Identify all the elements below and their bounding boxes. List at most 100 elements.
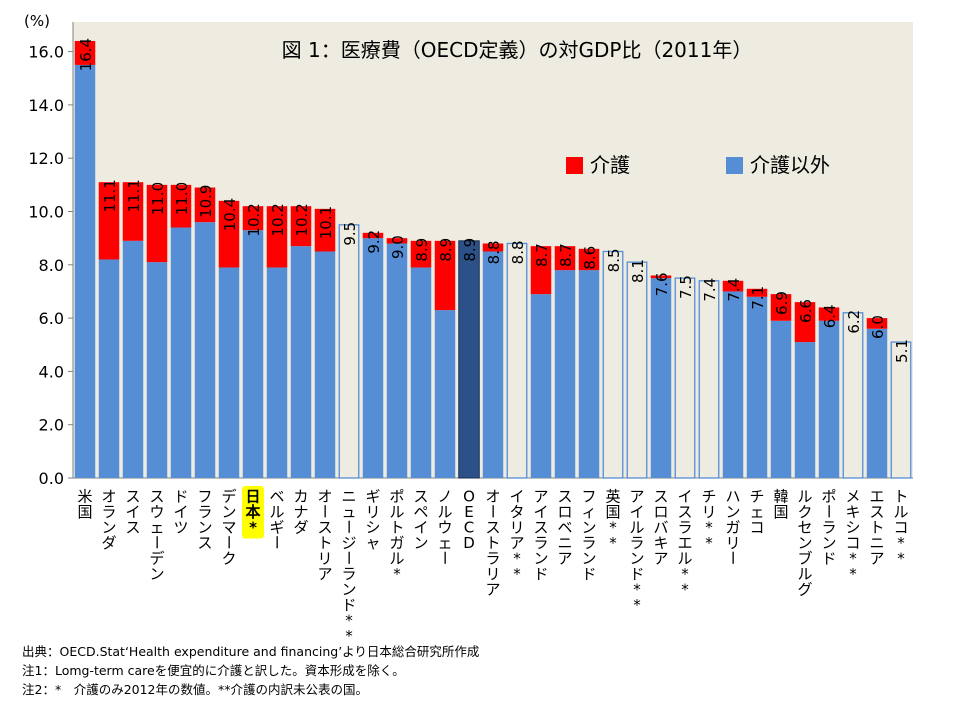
x-label-char: ジ xyxy=(341,534,356,552)
bar-total-only xyxy=(506,242,528,479)
value-label: 10.1 xyxy=(317,206,335,239)
bar-nursing xyxy=(386,238,408,244)
x-label-char: ト xyxy=(389,518,404,536)
footnote-source: 出典：OECD.Stat‘Health expenditure and fina… xyxy=(22,644,480,659)
x-label-char: エ xyxy=(869,487,884,505)
x-label-char: ノ xyxy=(437,487,452,505)
legend-label-non-nursing: 介護以外 xyxy=(750,153,830,177)
x-label-char: ン xyxy=(725,503,740,521)
x-label-char: オ xyxy=(485,487,500,505)
bar-nursing xyxy=(170,184,192,228)
bar-non-nursing xyxy=(530,294,552,478)
bar-nursing xyxy=(482,243,504,252)
x-label-char: ィ xyxy=(581,503,596,521)
bar-non-nursing xyxy=(650,278,672,478)
x-label-char: ア xyxy=(629,487,644,505)
x-label-char: リ xyxy=(509,518,524,536)
value-label: 9.2 xyxy=(365,230,383,254)
x-category-label: 米国 xyxy=(77,487,92,521)
x-label-char: * xyxy=(681,565,689,583)
value-label: 5.1 xyxy=(893,339,911,363)
x-category-label: 韓国 xyxy=(773,487,788,521)
value-label: 11.1 xyxy=(125,179,143,212)
x-label-char: ニ xyxy=(869,534,884,552)
x-label-char: イ xyxy=(677,487,692,505)
x-label-char: ド xyxy=(173,487,188,505)
bar-non-nursing xyxy=(818,320,840,478)
x-label-char: * xyxy=(249,518,257,536)
x-label-char: ベ xyxy=(269,487,284,505)
x-label-char: ー xyxy=(724,550,742,565)
y-unit-label: (%) xyxy=(24,12,50,30)
bar-non-nursing xyxy=(74,64,96,479)
x-label-char: ラ xyxy=(341,565,356,583)
x-label-char: ポ xyxy=(389,487,404,505)
x-label-char: 日 xyxy=(245,487,260,505)
x-label-char: ド xyxy=(533,565,548,583)
bar-nursing xyxy=(362,232,384,239)
value-label: 11.1 xyxy=(101,179,119,212)
x-label-char: ン xyxy=(197,518,212,536)
x-category-label: ドイツ xyxy=(173,487,188,536)
x-label-char: ス xyxy=(869,503,884,521)
x-label-char: 英 xyxy=(605,487,620,505)
x-category-label: 日本* xyxy=(245,487,260,536)
bar-nursing xyxy=(266,206,288,268)
x-label-char: ラ xyxy=(821,518,836,536)
value-label: 6.4 xyxy=(821,304,839,328)
x-label-char: ア xyxy=(653,549,668,567)
x-label-char: ー xyxy=(316,504,334,519)
x-label-char: ス xyxy=(197,534,212,552)
x-label-char: ル xyxy=(389,549,404,567)
bar-nursing xyxy=(770,294,792,321)
y-tick-label: 0.0 xyxy=(39,469,64,488)
value-label: 6.2 xyxy=(845,310,863,334)
x-label-char: * xyxy=(513,565,521,583)
bar-total-only xyxy=(842,312,864,479)
x-label-char: ン xyxy=(101,518,116,536)
value-label: 11.0 xyxy=(173,182,191,215)
x-label-char: 本 xyxy=(245,503,260,521)
x-label-char: ク xyxy=(221,549,236,567)
bar-non-nursing xyxy=(98,259,120,478)
x-label-char: ル xyxy=(893,503,908,521)
x-label-char: * xyxy=(609,534,617,552)
x-label-char: ツ xyxy=(173,518,188,536)
x-label-char: ー xyxy=(268,535,286,550)
x-label-char: シ xyxy=(365,518,380,536)
x-label-char: * xyxy=(897,534,905,552)
x-label-char: デ xyxy=(149,549,164,567)
x-label-char: ロ xyxy=(557,503,572,521)
value-label: 7.6 xyxy=(653,272,671,296)
legend-swatch-nursing xyxy=(566,157,583,174)
x-label-char: チ xyxy=(701,487,716,505)
y-tick-label: 2.0 xyxy=(39,416,64,435)
x-label-char: ル xyxy=(629,518,644,536)
x-label-char: ェ xyxy=(749,503,764,521)
x-label-char: ペ xyxy=(413,503,428,521)
x-label-char: ン xyxy=(341,580,356,598)
value-label: 10.2 xyxy=(269,203,287,236)
x-label-char: グ xyxy=(797,580,812,598)
bar-nursing xyxy=(818,307,840,321)
bar-total-only xyxy=(626,261,648,479)
legend-label-nursing: 介護 xyxy=(590,153,630,177)
x-label-char: ラ xyxy=(485,549,500,567)
x-label-char: ア xyxy=(557,549,572,567)
x-label-char: キ xyxy=(845,503,860,521)
x-label-char: ド xyxy=(581,565,596,583)
x-label-char: * xyxy=(849,565,857,583)
bar-oecd-average xyxy=(458,240,480,479)
value-label: 10.4 xyxy=(221,198,239,231)
bar-nursing xyxy=(434,240,456,311)
x-label-char: ー xyxy=(340,519,358,534)
bar-non-nursing xyxy=(146,262,168,478)
x-label-char: リ xyxy=(317,549,332,567)
x-label-char: ン xyxy=(221,503,236,521)
